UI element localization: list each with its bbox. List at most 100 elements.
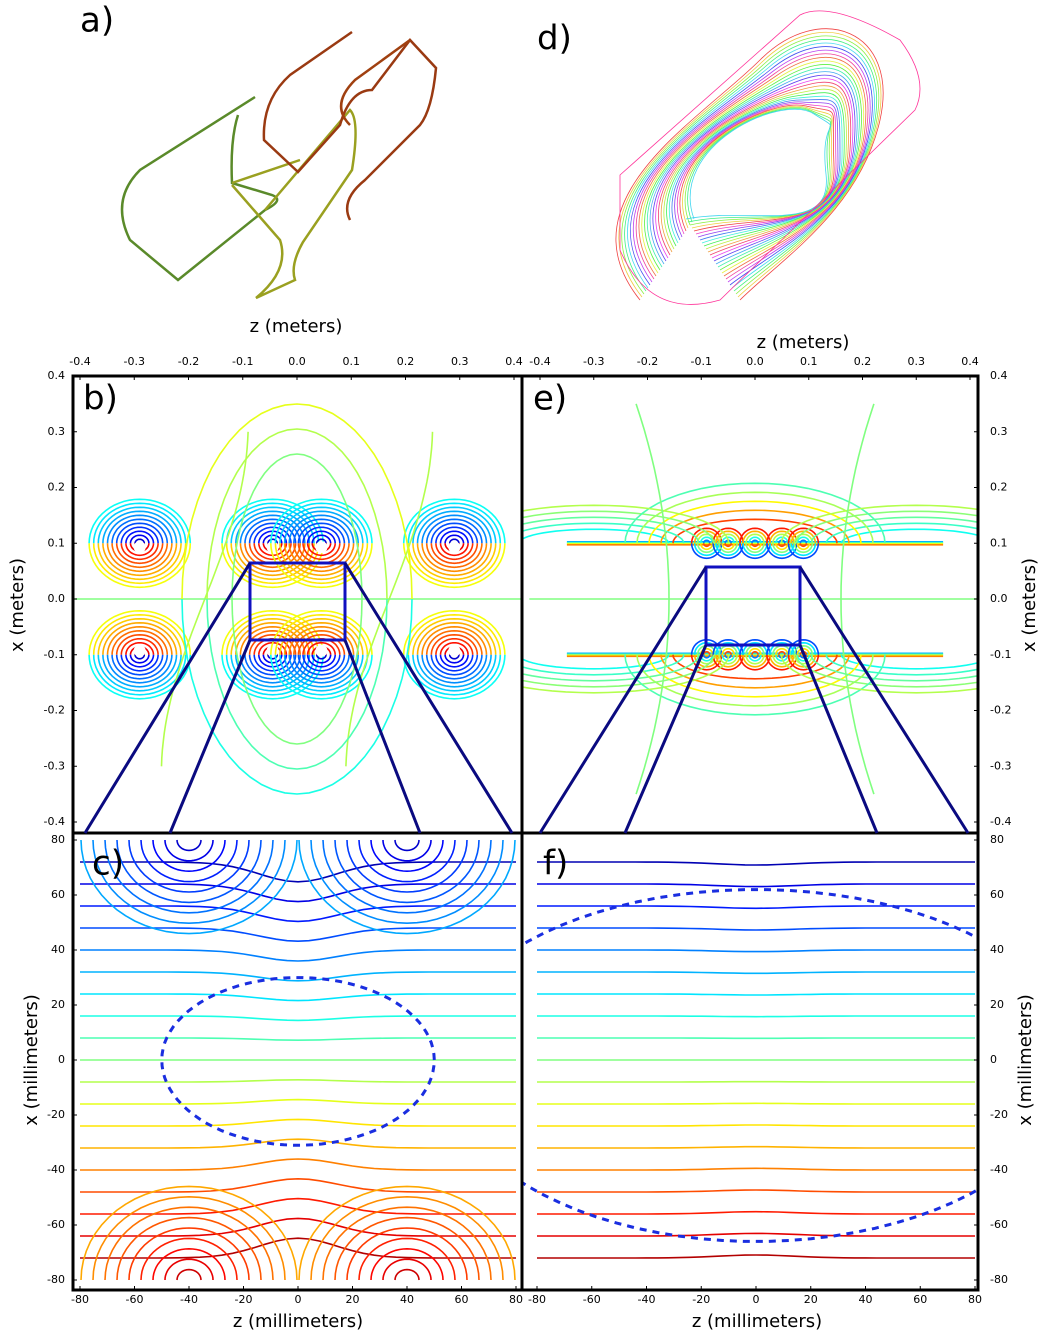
frame [522,376,978,833]
y-tick-label: 40 [990,943,1004,956]
x-tick-label: 0.1 [800,355,818,368]
contour-line [81,1186,297,1280]
contour-line [80,1016,516,1020]
y-tick-label: -80 [47,1273,65,1286]
contour-line [489,517,699,543]
contour-line [80,1038,516,1040]
contour-line [537,994,975,995]
panel-label: c) [92,844,124,884]
contour-line [299,840,515,934]
contour-line [537,1190,975,1192]
contour-line [371,1249,443,1280]
x-tick-label: -20 [235,1293,253,1306]
x-tick-label: -60 [126,1293,144,1306]
y-tick-label: 40 [51,943,65,956]
zoom-box [706,567,800,645]
y-tick-label: 60 [51,888,65,901]
coil-wire [315,645,327,657]
contours [80,840,516,1280]
contour-line [371,840,443,871]
frame [522,833,978,1290]
y-tick-label: 0 [58,1053,65,1066]
x-tick-label: 0.0 [746,355,764,368]
x-tick-label: 60 [913,1293,927,1306]
y-tick-label: -60 [990,1218,1008,1231]
y-tick-label: -20 [47,1108,65,1121]
contour-line [153,1249,225,1280]
contour-line [395,1270,419,1280]
x-tick-label: -0.4 [69,355,90,368]
contour-line [504,523,684,543]
x-tick-label: 0.3 [451,355,469,368]
y-tick-label: -0.1 [990,648,1011,661]
contour-line [537,972,975,973]
contour-line [537,950,975,952]
coil-wire [315,541,327,553]
x-tick-label: 60 [455,1293,469,1306]
contour-line [80,994,516,1001]
contour-line [80,1119,516,1126]
y-tick-label: 0.4 [48,369,66,382]
y-tick-label: 0.2 [990,481,1008,494]
y-tick-label: 0.1 [990,536,1008,549]
contour-line [80,1179,516,1192]
contour-line [537,1233,975,1236]
y-tick-label: -0.1 [44,648,65,661]
panel-label: b) [83,379,118,419]
contour-line [431,523,477,543]
x-tick-label: -20 [692,1293,710,1306]
x-tick-label: -0.2 [178,355,199,368]
contour-line [177,840,201,850]
contour-line [80,1100,516,1104]
panel-label: f) [543,844,568,884]
contour-line [661,510,849,543]
y-tick-label: 80 [51,833,65,846]
x-tick-label: -60 [583,1293,601,1306]
y-tick-label: 0.0 [990,592,1008,605]
y-tick-label: 0.3 [48,425,66,438]
x-tick-label: -0.1 [691,355,712,368]
y-tick-label: 0.0 [48,592,66,605]
contour-line [299,1186,515,1280]
y-tick-label: 0.2 [48,481,66,494]
x-tick-label: 20 [346,1293,360,1306]
contour-line [537,1168,975,1170]
y-tick-label: 0.1 [48,536,66,549]
x-tick-label: -0.3 [583,355,604,368]
contour-line [431,655,477,675]
contour-line [117,655,163,675]
y-axis-label: x (meters) [7,558,28,652]
y-tick-label: 80 [990,833,1004,846]
contour-line [537,1103,975,1104]
x-axis-label: z (millimeters) [692,1311,822,1332]
x-tick-label: -0.1 [232,355,253,368]
y-tick-label: -0.3 [44,759,65,772]
x-tick-label: 40 [859,1293,873,1306]
x-tick-label: 0 [295,1293,302,1306]
contours [459,404,1040,794]
zoom-lines [540,567,968,833]
coil-loop [686,109,830,219]
y-axis-label: x (millimeters) [21,994,42,1125]
figure: a)d)b)-0.4-0.3-0.2-0.10.00.10.20.30.4-0.… [0,0,1040,1334]
contour-line [80,884,516,902]
contour-line [537,1212,975,1214]
y-tick-label: -0.4 [990,815,1011,828]
x-axis-label: z (meters) [250,316,343,337]
y-tick-label: 0 [990,1053,997,1066]
y-tick-label: -20 [990,1108,1008,1121]
y-tick-label: -40 [990,1163,1008,1176]
y-tick-label: -80 [990,1273,1008,1286]
x-tick-label: 80 [509,1293,523,1306]
y-axis-label: x (meters) [1019,558,1040,652]
x-tick-label: -0.2 [637,355,658,368]
page: a)d)b)-0.4-0.3-0.2-0.10.00.10.20.30.4-0.… [0,0,1040,1334]
contour-line [80,950,516,961]
coil-loop [642,61,864,273]
contour-line [80,1218,516,1236]
x-tick-label: -0.4 [529,355,550,368]
panel-label: a) [80,1,114,41]
contour-line [80,1080,516,1082]
contour-line [537,1147,975,1148]
x-tick-label: 0.2 [397,355,415,368]
